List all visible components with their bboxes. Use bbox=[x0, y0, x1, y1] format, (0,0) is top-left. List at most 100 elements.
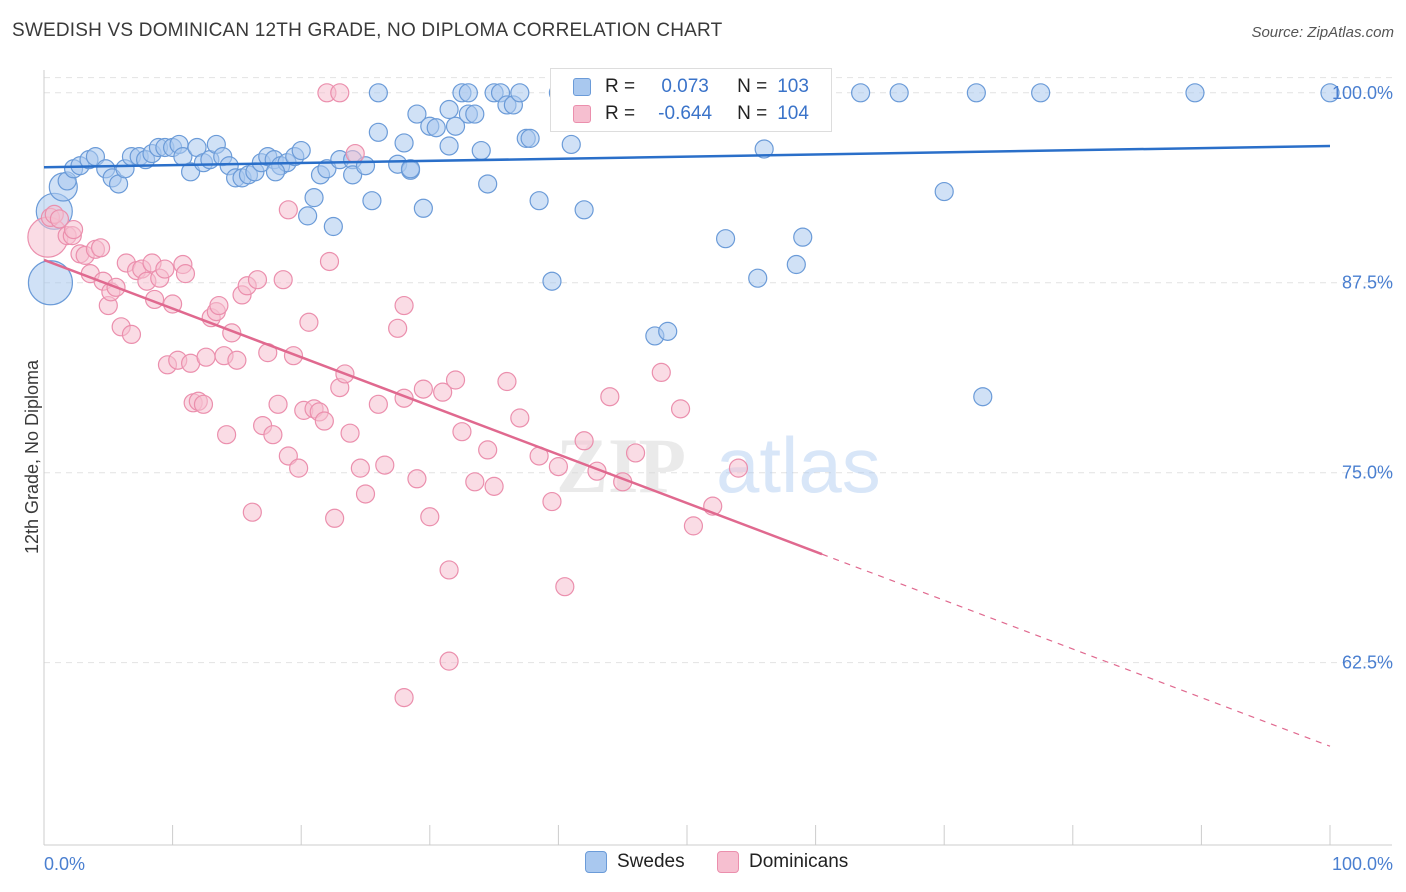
series-legend: Swedes Dominicans bbox=[0, 851, 1406, 877]
dominicans-point bbox=[651, 362, 671, 383]
legend-swatch-dominicans bbox=[717, 851, 739, 873]
swedes-point bbox=[439, 99, 459, 120]
y-tick-label: 75.0% bbox=[1342, 463, 1393, 483]
dominicans-point bbox=[325, 508, 345, 528]
dominicans-point bbox=[683, 516, 704, 536]
dominicans-point bbox=[155, 259, 175, 279]
swedes-point bbox=[786, 254, 806, 275]
dominicans-point bbox=[388, 318, 408, 338]
trend-lines bbox=[43, 144, 1331, 747]
legend-swatch-dominicans bbox=[573, 105, 591, 123]
swedes-point bbox=[658, 321, 678, 341]
dominicans-trend-line bbox=[43, 258, 823, 556]
legend-item-dominicans[interactable]: Dominicans bbox=[717, 851, 848, 873]
dominicans-point bbox=[510, 408, 530, 428]
y-tick-labels: 62.5% 75.0% 87.5% 100.0% bbox=[1332, 83, 1393, 673]
swedes-point bbox=[1320, 83, 1340, 103]
legend-n-label: N = bbox=[737, 103, 768, 124]
legend-n-label: N = bbox=[737, 76, 768, 97]
swedes-point bbox=[973, 387, 993, 407]
swedes-point bbox=[298, 206, 318, 226]
swedes-point bbox=[394, 133, 414, 153]
dominicans-point bbox=[548, 457, 569, 477]
dominicans-point bbox=[193, 394, 214, 414]
dominicans-point bbox=[319, 251, 340, 272]
dominicans-point bbox=[670, 399, 691, 419]
legend-n-dominicans: 104 bbox=[777, 103, 809, 124]
swedes-point bbox=[323, 216, 343, 237]
dominicans-point bbox=[273, 270, 293, 290]
swedes-point bbox=[304, 188, 324, 208]
dominicans-point bbox=[407, 469, 427, 489]
y-tick-label: 100.0% bbox=[1332, 83, 1393, 103]
dominicans-point bbox=[299, 312, 319, 332]
dominicans-points bbox=[27, 83, 749, 708]
swedes-point bbox=[1185, 83, 1205, 103]
dominicans-point bbox=[420, 507, 440, 527]
dominicans-point bbox=[574, 431, 594, 451]
dominicans-point bbox=[555, 577, 575, 597]
swedes-point bbox=[426, 118, 446, 138]
dominicans-point bbox=[314, 411, 334, 431]
swedes-point bbox=[1031, 83, 1051, 103]
legend-row-swedes: R = 0.073 N = 103 bbox=[573, 74, 809, 100]
swedes-point bbox=[966, 83, 986, 103]
legend-swatch-swedes bbox=[585, 851, 607, 873]
swedes-point bbox=[368, 83, 388, 103]
legend-swatch-swedes bbox=[573, 78, 591, 96]
swedes-point bbox=[851, 83, 871, 103]
legend-r-label: R = bbox=[605, 76, 636, 97]
dominicans-point bbox=[268, 394, 288, 414]
dominicans-point bbox=[340, 423, 360, 443]
swedes-point bbox=[407, 104, 427, 124]
dominicans-point bbox=[345, 143, 365, 164]
dominicans-point bbox=[175, 264, 196, 284]
chart-title: SWEDISH VS DOMINICAN 12TH GRADE, NO DIPL… bbox=[12, 20, 723, 41]
swedes-point bbox=[529, 191, 549, 211]
dominicans-point bbox=[478, 440, 498, 460]
dominicans-point bbox=[394, 687, 414, 708]
dominicans-point bbox=[283, 346, 304, 366]
swedes-point bbox=[478, 174, 498, 194]
swedes-point bbox=[368, 122, 388, 142]
dominicans-point bbox=[278, 200, 298, 220]
dominicans-point bbox=[355, 484, 376, 504]
x-tick-labels: 0.0% 100.0% bbox=[44, 854, 1393, 874]
dominicans-point bbox=[247, 270, 268, 290]
dominicans-point bbox=[121, 324, 142, 345]
swedes-point bbox=[291, 140, 311, 161]
dominicans-point bbox=[445, 370, 466, 390]
dominicans-point bbox=[452, 422, 472, 442]
legend-item-swedes[interactable]: Swedes bbox=[585, 851, 685, 873]
grid-lines bbox=[44, 77, 1392, 664]
dominicans-point bbox=[375, 455, 395, 475]
swedes-point bbox=[265, 162, 286, 182]
swedes-point bbox=[542, 271, 562, 291]
dominicans-point bbox=[600, 387, 620, 407]
dominicans-point bbox=[227, 350, 247, 370]
swedes-point bbox=[889, 83, 909, 103]
y-tick-label: 62.5% bbox=[1342, 653, 1393, 673]
dominicans-point bbox=[413, 379, 433, 399]
dominicans-point bbox=[439, 651, 459, 671]
swedes-point bbox=[715, 229, 736, 249]
legend-r-label: R = bbox=[605, 103, 636, 124]
legend-label-swedes: Swedes bbox=[617, 851, 685, 872]
swedes-point bbox=[574, 200, 594, 220]
dominicans-point bbox=[433, 382, 453, 402]
swedes-point bbox=[27, 260, 74, 306]
swedes-point bbox=[445, 116, 466, 136]
swedes-point bbox=[400, 159, 421, 179]
swedes-trend-line bbox=[43, 144, 1331, 169]
x-tick-label: 0.0% bbox=[44, 854, 85, 874]
dominicans-point bbox=[484, 476, 504, 496]
legend-label-dominicans: Dominicans bbox=[749, 851, 849, 872]
dominicans-point bbox=[728, 458, 749, 478]
y-tick-label: 87.5% bbox=[1342, 273, 1393, 293]
legend-row-dominicans: R = -0.644 N = 104 bbox=[573, 101, 809, 127]
swedes-point bbox=[793, 227, 813, 247]
dominicans-point bbox=[394, 295, 414, 316]
swedes-point bbox=[748, 268, 768, 288]
dominicans-point bbox=[368, 394, 388, 414]
swedes-point bbox=[465, 104, 485, 124]
